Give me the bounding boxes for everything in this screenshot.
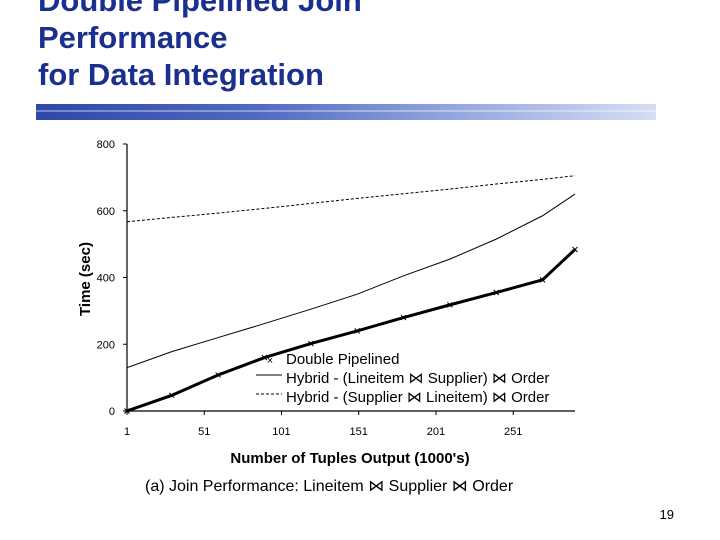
y-axis-label: Time (sec) [77,242,94,316]
series-line-3 [126,175,576,223]
y-tick-label: 600 [97,206,115,218]
series-point [168,392,175,399]
title-underline-bar [36,104,656,120]
y-tick-label: 0 [109,406,115,418]
series-point [307,340,314,347]
series-point [539,276,546,283]
chart-series [124,175,578,414]
slide-title-line: Double Pipelined Join [38,0,362,18]
slide-title-line: Performance [38,20,228,55]
y-tick-label: 200 [97,339,115,351]
page-number: 19 [659,507,674,522]
x-tick-label: 201 [427,426,445,438]
chart-caption: (a) Join Performance: Lineitem ⋈ Supplie… [145,478,514,495]
x-tick-label: 1 [124,426,130,438]
x-axis-label: Number of Tuples Output (1000's) [230,450,469,467]
legend-label: Double Pipelined [286,351,399,368]
x-tick-label: 101 [272,426,290,438]
series-point [215,372,221,378]
series-point [261,354,268,361]
slide-title-line: for Data Integration [38,57,324,92]
slide-title: Double Pipelined Join Performance for Da… [38,0,362,93]
series-point [447,302,453,308]
series-point [400,314,407,321]
x-tick-label: 151 [350,426,368,438]
series-line-2 [126,193,576,369]
y-tick-label: 400 [97,273,115,285]
legend-label: Hybrid - (Supplier ⋈ Lineitem) ⋈ Order [286,389,549,406]
y-tick-label: 800 [97,139,115,151]
legend-label: Hybrid - (Lineitem ⋈ Supplier) ⋈ Order [286,370,549,387]
legend-marker-icon: × [267,355,273,367]
x-tick-label: 51 [198,426,210,438]
series-point [572,246,578,253]
series-point [354,328,361,334]
series-point [493,289,500,296]
x-tick-label: 251 [504,426,522,438]
chart-legend: × Double Pipelined Hybrid - (Lineitem ⋈ Su… [256,351,549,406]
